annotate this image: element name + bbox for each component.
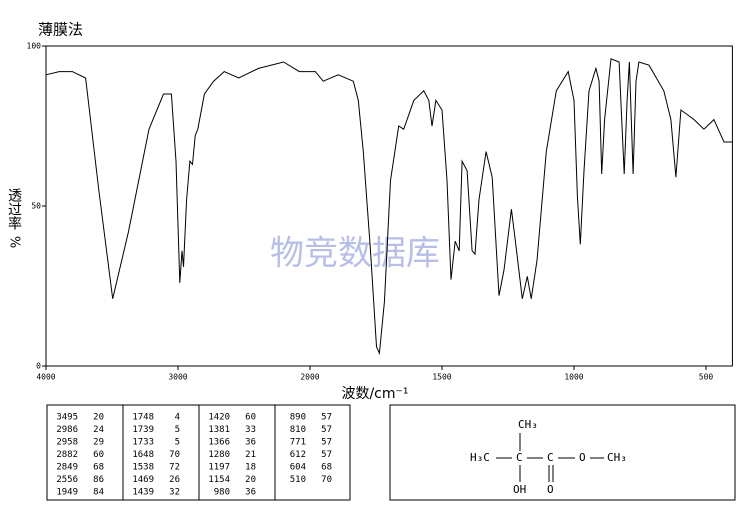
peak-wavenumber: 771 xyxy=(290,438,306,448)
peak-wavenumber: 980 xyxy=(214,488,230,498)
peak-transmittance: 70 xyxy=(321,475,332,485)
atom-label: C xyxy=(516,451,523,464)
peak-transmittance: 5 xyxy=(175,438,180,448)
peak-transmittance: 86 xyxy=(93,475,104,485)
peak-transmittance: 72 xyxy=(169,463,180,473)
peak-wavenumber: 890 xyxy=(290,413,306,423)
peak-transmittance: 70 xyxy=(169,450,180,460)
peak-wavenumber: 612 xyxy=(290,450,306,460)
atom-label: C xyxy=(547,451,554,464)
peak-wavenumber: 2882 xyxy=(56,450,78,460)
y-tick-label: 0 xyxy=(36,362,41,371)
peak-wavenumber: 510 xyxy=(290,475,306,485)
peak-transmittance: 26 xyxy=(169,475,180,485)
peak-wavenumber: 1748 xyxy=(132,413,154,423)
peak-transmittance: 57 xyxy=(321,450,332,460)
peak-wavenumber: 1538 xyxy=(132,463,154,473)
peak-transmittance: 18 xyxy=(245,463,256,473)
peak-transmittance: 4 xyxy=(175,413,180,423)
peak-transmittance: 60 xyxy=(245,413,256,423)
peak-transmittance: 20 xyxy=(245,475,256,485)
y-tick-label: 100 xyxy=(27,42,42,51)
atom-label: O xyxy=(547,483,554,496)
peak-wavenumber: 1949 xyxy=(56,488,78,498)
peak-transmittance: 24 xyxy=(93,425,104,435)
peak-wavenumber: 3495 xyxy=(56,413,78,423)
peak-transmittance: 5 xyxy=(175,425,180,435)
peak-wavenumber: 1197 xyxy=(208,463,230,473)
atom-label: O xyxy=(579,451,586,464)
peak-wavenumber: 2986 xyxy=(56,425,78,435)
spectrum-line xyxy=(45,58,733,356)
x-tick-label: 2000 xyxy=(300,373,319,382)
peak-wavenumber: 1154 xyxy=(208,475,230,485)
structure: CH₃ H₃C C C O CH₃ OH O xyxy=(470,418,627,496)
atom-label: H₃C xyxy=(470,451,490,464)
peak-transmittance: 20 xyxy=(93,413,104,423)
peak-wavenumber: 1739 xyxy=(132,425,154,435)
peak-wavenumber: 1420 xyxy=(208,413,230,423)
peak-wavenumber: 1381 xyxy=(208,425,230,435)
peak-wavenumber: 1280 xyxy=(208,450,230,460)
peak-wavenumber: 2958 xyxy=(56,438,78,448)
peak-transmittance: 60 xyxy=(93,450,104,460)
peak-wavenumber: 2849 xyxy=(56,463,78,473)
peak-wavenumber: 2556 xyxy=(56,475,78,485)
x-tick-label: 1500 xyxy=(432,373,451,382)
x-axis-label: 波数/cm⁻¹ xyxy=(341,386,408,402)
atom-label: OH xyxy=(513,483,526,496)
peak-transmittance: 21 xyxy=(245,450,256,460)
peak-wavenumber: 810 xyxy=(290,425,306,435)
peak-transmittance: 57 xyxy=(321,438,332,448)
peak-transmittance: 32 xyxy=(169,488,180,498)
y-axis-label: 透过率 xyxy=(6,188,22,230)
atom-label: CH₃ xyxy=(607,451,627,464)
peak-transmittance: 68 xyxy=(93,463,104,473)
peak-wavenumber: 1366 xyxy=(208,438,230,448)
peak-transmittance: 29 xyxy=(93,438,104,448)
peak-wavenumber: 1469 xyxy=(132,475,154,485)
peak-transmittance: 57 xyxy=(321,425,332,435)
peak-wavenumber: 1733 xyxy=(132,438,154,448)
peak-wavenumber: 604 xyxy=(290,463,306,473)
x-tick-label: 3000 xyxy=(168,373,187,382)
watermark: 物竞数据库 xyxy=(270,234,440,274)
x-tick-label: 1000 xyxy=(564,373,583,382)
peak-transmittance: 36 xyxy=(245,488,256,498)
peak-transmittance: 33 xyxy=(245,425,256,435)
chart-title: 薄膜法 xyxy=(38,21,83,39)
x-tick-label: 500 xyxy=(699,373,714,382)
atom-label: CH₃ xyxy=(518,418,538,431)
peak-transmittance: 84 xyxy=(93,488,104,498)
peak-transmittance: 36 xyxy=(245,438,256,448)
structure-frame xyxy=(389,404,736,501)
peak-wavenumber: 1439 xyxy=(132,488,154,498)
peak-wavenumber: 1648 xyxy=(132,450,154,460)
y-tick-label: 50 xyxy=(31,202,41,211)
y-axis-unit: % xyxy=(7,236,22,248)
x-tick-label: 4000 xyxy=(36,373,55,382)
peak-transmittance: 57 xyxy=(321,413,332,423)
peak-transmittance: 68 xyxy=(321,463,332,473)
bonds xyxy=(496,433,604,482)
